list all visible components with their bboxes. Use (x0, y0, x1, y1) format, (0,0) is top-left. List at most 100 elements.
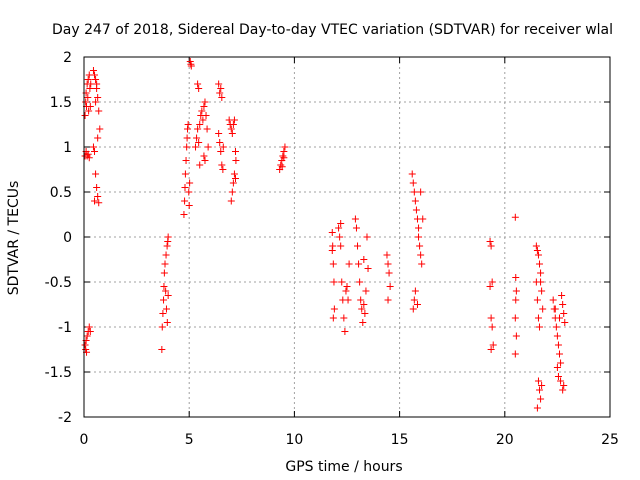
data-point (204, 143, 212, 151)
data-point (358, 305, 366, 313)
data-point (217, 148, 225, 155)
data-point (487, 346, 495, 353)
data-point (83, 332, 91, 340)
data-point (383, 251, 391, 259)
data-point (194, 80, 202, 88)
data-point (534, 377, 542, 385)
data-point (359, 319, 367, 326)
data-point (201, 98, 209, 106)
y-tick-label: -2 (58, 410, 72, 426)
y-tick-label: -0.5 (45, 275, 72, 291)
data-point (512, 296, 520, 304)
data-point (91, 197, 99, 205)
data-point (194, 125, 202, 133)
data-point (533, 247, 541, 254)
data-point (281, 143, 289, 151)
data-point (84, 76, 92, 83)
data-point (384, 260, 392, 268)
data-point (553, 332, 561, 340)
data-point (95, 199, 103, 207)
x-tick-label: 5 (185, 432, 194, 448)
data-point (330, 305, 338, 313)
chart-title: Day 247 of 2018, Sidereal Day-to-day VTE… (52, 22, 613, 38)
data-point (218, 161, 226, 169)
data-point (558, 292, 566, 299)
data-point (354, 242, 362, 250)
data-point (164, 233, 172, 241)
data-point (559, 386, 567, 394)
data-point (488, 323, 496, 331)
data-point (411, 197, 419, 205)
data-point (93, 184, 101, 191)
data-point (356, 278, 364, 286)
data-point (409, 179, 417, 187)
data-point (201, 157, 209, 164)
data-point (486, 238, 494, 245)
data-point (219, 166, 227, 173)
data-point (537, 269, 545, 277)
data-point (511, 314, 519, 322)
data-point (161, 260, 169, 268)
data-point (94, 94, 102, 101)
data-point (341, 328, 349, 335)
data-point (159, 310, 167, 317)
data-point (361, 310, 369, 317)
data-point (163, 242, 171, 250)
data-point (534, 314, 542, 322)
data-point (96, 125, 104, 133)
data-point (418, 260, 426, 268)
data-point (84, 150, 92, 158)
data-point (409, 305, 417, 313)
y-axis-title: SDTVAR / TECUs (6, 181, 22, 296)
data-point (92, 170, 100, 178)
data-point (92, 98, 100, 106)
data-point (229, 121, 237, 128)
data-point (340, 314, 348, 322)
data-point (231, 175, 239, 182)
data-point (162, 287, 170, 295)
data-point (512, 274, 520, 281)
y-tick-label: 0.5 (50, 185, 72, 201)
data-point (335, 224, 343, 232)
data-point (386, 283, 394, 290)
data-point (337, 242, 345, 250)
y-tick-label: -1.5 (45, 365, 72, 381)
data-point (199, 116, 207, 124)
data-points (81, 58, 569, 412)
data-point (84, 94, 92, 101)
data-point (328, 247, 336, 254)
data-point (345, 260, 353, 268)
data-point (217, 85, 225, 92)
data-point (552, 323, 560, 331)
x-tick-label: 0 (80, 432, 89, 448)
data-point (537, 395, 545, 403)
data-point (343, 283, 351, 290)
data-point (183, 143, 191, 151)
data-point (330, 278, 338, 286)
data-point (195, 85, 203, 92)
data-point (411, 287, 419, 295)
data-point (180, 211, 188, 218)
data-point (488, 278, 496, 286)
data-point (385, 269, 393, 277)
y-tick-label: 0 (63, 230, 72, 246)
data-point (487, 242, 495, 250)
data-point (181, 184, 189, 191)
data-point (215, 80, 223, 88)
data-point (536, 260, 544, 268)
data-point (81, 112, 89, 119)
data-point (160, 269, 168, 277)
plot-frame (83, 56, 611, 418)
data-point (337, 220, 345, 227)
data-point (561, 319, 569, 326)
data-point (89, 67, 97, 74)
data-point (232, 157, 240, 164)
data-point (419, 215, 427, 223)
data-point (183, 134, 191, 142)
data-point (538, 382, 546, 389)
data-point (200, 103, 208, 110)
data-point (416, 242, 424, 250)
data-point (336, 233, 344, 241)
data-point (181, 197, 189, 205)
data-point (86, 85, 94, 92)
